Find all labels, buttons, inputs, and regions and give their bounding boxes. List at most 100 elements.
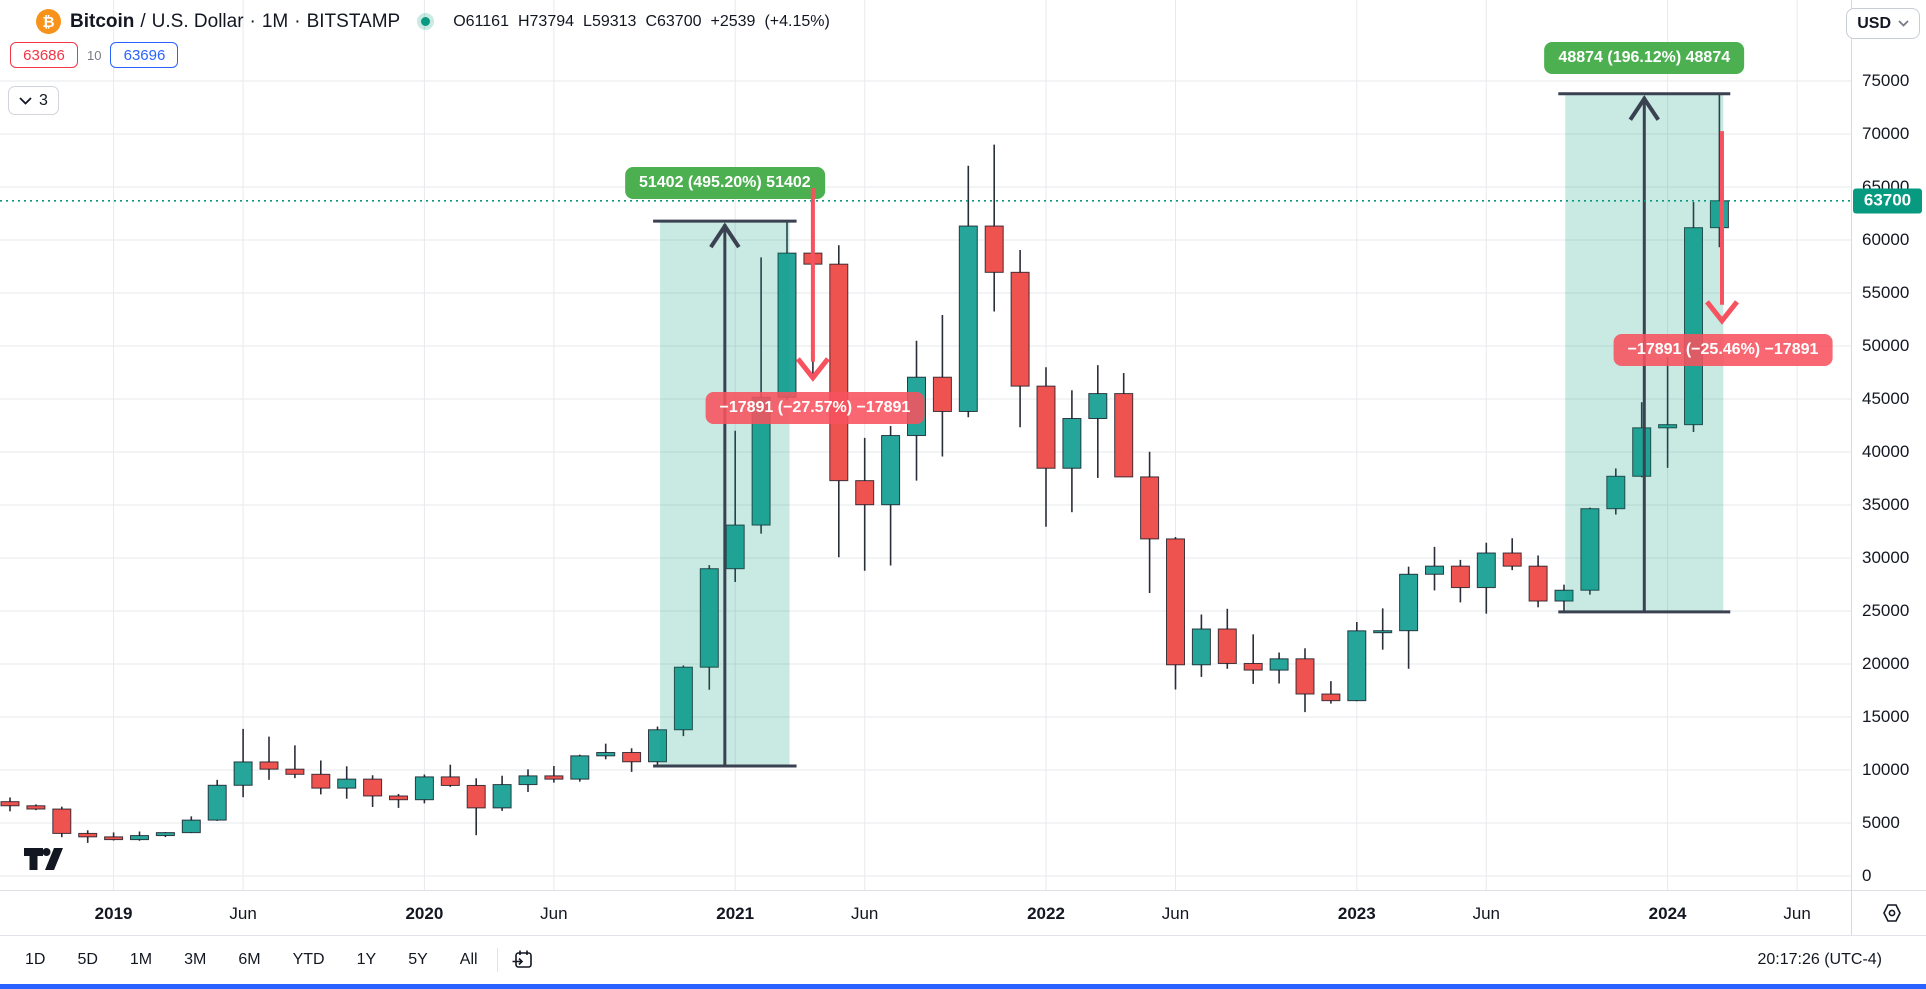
- price-tick-70000: 70000: [1862, 124, 1910, 143]
- measure-up-arrowhead: [1628, 95, 1660, 121]
- tradingview-logo[interactable]: [24, 846, 64, 872]
- currency-label: USD: [1857, 14, 1891, 32]
- currency-selector-button[interactable]: USD: [1846, 8, 1920, 39]
- candle-2018-11: [52, 806, 72, 838]
- sell-button[interactable]: 63686: [10, 42, 78, 68]
- time-tick-Jun-69: Jun: [1783, 903, 1811, 923]
- price-tick-50000: 50000: [1862, 336, 1910, 355]
- chevron-down-icon: [1898, 20, 1909, 27]
- candle-2021-04: [803, 188, 823, 379]
- candle-2023-08: [1528, 555, 1548, 608]
- candle-2023-05: [1450, 559, 1470, 603]
- session-clock[interactable]: 20:17:26 (UTC-4): [1757, 951, 1883, 968]
- price-tick-55000: 55000: [1862, 283, 1910, 302]
- chart-canvas[interactable]: [0, 0, 1851, 890]
- object-tree-button[interactable]: 3: [8, 86, 59, 115]
- go-to-date-button[interactable]: [508, 945, 538, 975]
- measure-label-loss-2024[interactable]: −17891 (−25.46%) −17891: [1613, 333, 1833, 366]
- time-axis[interactable]: 2019 Jun 2020 Jun 2021 Jun 2022 Jun 2023 Jun 2024 J…: [0, 890, 1926, 936]
- measure-label-loss-2021[interactable]: −17891 (−27.57%) −17891: [705, 391, 925, 424]
- candle-2022-12: [1321, 681, 1341, 704]
- candle-2021-06: [855, 437, 875, 571]
- candle-2019-05: [207, 779, 227, 821]
- candle-2022-02: [1062, 390, 1082, 513]
- symbol-title[interactable]: Bitcoin / U.S. Dollar · 1M · BITSTAMP: [70, 11, 400, 33]
- price-tick-15000: 15000: [1862, 707, 1910, 726]
- market-status-dot: [421, 17, 431, 26]
- calendar-go-to-date-icon: [512, 950, 532, 968]
- candle-2022-03: [1088, 365, 1108, 478]
- candle-2019-03: [155, 832, 175, 838]
- range-button-6M[interactable]: 6M: [238, 951, 261, 968]
- candle-2020-12: [699, 565, 719, 690]
- range-button-1M[interactable]: 1M: [129, 951, 153, 968]
- time-tick-2020-16: 2020: [405, 903, 444, 923]
- chart-interval[interactable]: 1M: [261, 10, 289, 32]
- price-tick-5000: 5000: [1862, 813, 1900, 832]
- candle-2023-02: [1373, 608, 1393, 650]
- candle-2023-09: [1554, 584, 1574, 613]
- candle-2021-01: [725, 430, 745, 583]
- candle-2023-01: [1347, 622, 1367, 702]
- window-bottom-accent: [0, 984, 1926, 989]
- price-tick-30000: 30000: [1862, 548, 1910, 567]
- low-label: L: [583, 12, 592, 30]
- candle-2023-07: [1502, 538, 1522, 571]
- object-tree-count: 3: [39, 91, 48, 109]
- range-button-3M[interactable]: 3M: [184, 951, 207, 968]
- candle-2022-01: [1036, 367, 1056, 527]
- range-button-All[interactable]: All: [459, 951, 478, 968]
- price-tick-35000: 35000: [1862, 495, 1910, 514]
- measure-label-gain-2020[interactable]: 51402 (495.20%) 51402: [624, 167, 825, 200]
- time-tick-2023-52: 2023: [1337, 903, 1376, 923]
- candle-2021-11: [984, 144, 1004, 312]
- candle-2020-01: [414, 774, 434, 804]
- open-label: O: [453, 12, 466, 30]
- candle-2021-12: [1010, 250, 1030, 428]
- price-tick-20000: 20000: [1862, 654, 1910, 673]
- trade-widget: 63686 10 63696: [10, 42, 179, 68]
- time-tick-2019-4: 2019: [94, 903, 133, 923]
- candle-2023-10: [1580, 507, 1600, 595]
- time-tick-2024-64: 2024: [1648, 903, 1687, 923]
- time-tick-2022-40: 2022: [1027, 903, 1065, 923]
- candle-2024-01: [1658, 356, 1678, 468]
- market-status-halo: [417, 13, 435, 30]
- candle-2021-07: [881, 426, 901, 566]
- candle-2019-01: [104, 832, 124, 841]
- time-tick-Jun-57: Jun: [1472, 903, 1501, 923]
- range-button-5Y[interactable]: 5Y: [408, 951, 428, 968]
- candle-2022-05: [1140, 451, 1160, 593]
- candle-2020-06: [544, 765, 564, 783]
- close-label: C: [645, 12, 657, 30]
- bottom-toolbar: 1D 5D 1M 3M 6M YTD 1Y 5Y All 20:17:26 (UTC-4): [0, 935, 1926, 984]
- time-tick-Jun-21: Jun: [540, 903, 568, 923]
- range-button-5D[interactable]: 5D: [77, 951, 98, 968]
- dot-separator: ·: [294, 10, 301, 32]
- price-scale-settings-icon[interactable]: [1878, 899, 1906, 927]
- candle-2019-11: [363, 775, 383, 807]
- price-axis[interactable]: 75000 70000 65000 60000 55000 50000 45000 40000…: [1851, 0, 1926, 890]
- bitcoin-icon: ₿: [36, 9, 61, 34]
- buy-button[interactable]: 63696: [110, 42, 179, 68]
- current-price-badge: 63700: [1853, 188, 1922, 214]
- time-tick-Jun-33: Jun: [850, 903, 879, 923]
- candle-2023-12: [1632, 402, 1652, 478]
- range-buttons: 1D 5D 1M 3M 6M YTD 1Y 5Y All: [16, 947, 487, 973]
- candle-2021-09: [932, 315, 952, 457]
- candle-2022-09: [1243, 634, 1263, 684]
- range-button-1Y[interactable]: 1Y: [356, 951, 377, 968]
- candle-2022-04: [1114, 373, 1134, 478]
- candle-2018-12: [78, 830, 98, 843]
- measure-label-gain-2023[interactable]: 48874 (196.12%) 48874: [1544, 41, 1745, 74]
- change-percent: (+4.15%): [764, 12, 830, 30]
- low-value: 59313: [591, 12, 637, 30]
- range-button-YTD[interactable]: YTD: [292, 951, 325, 968]
- range-button-1D[interactable]: 1D: [25, 951, 46, 968]
- candle-2023-11: [1606, 468, 1626, 515]
- symbol-separator: /: [140, 10, 146, 32]
- candle-2020-10: [648, 726, 667, 767]
- price-tick-60000: 60000: [1862, 230, 1910, 249]
- measure-up-arrowhead: [709, 222, 741, 249]
